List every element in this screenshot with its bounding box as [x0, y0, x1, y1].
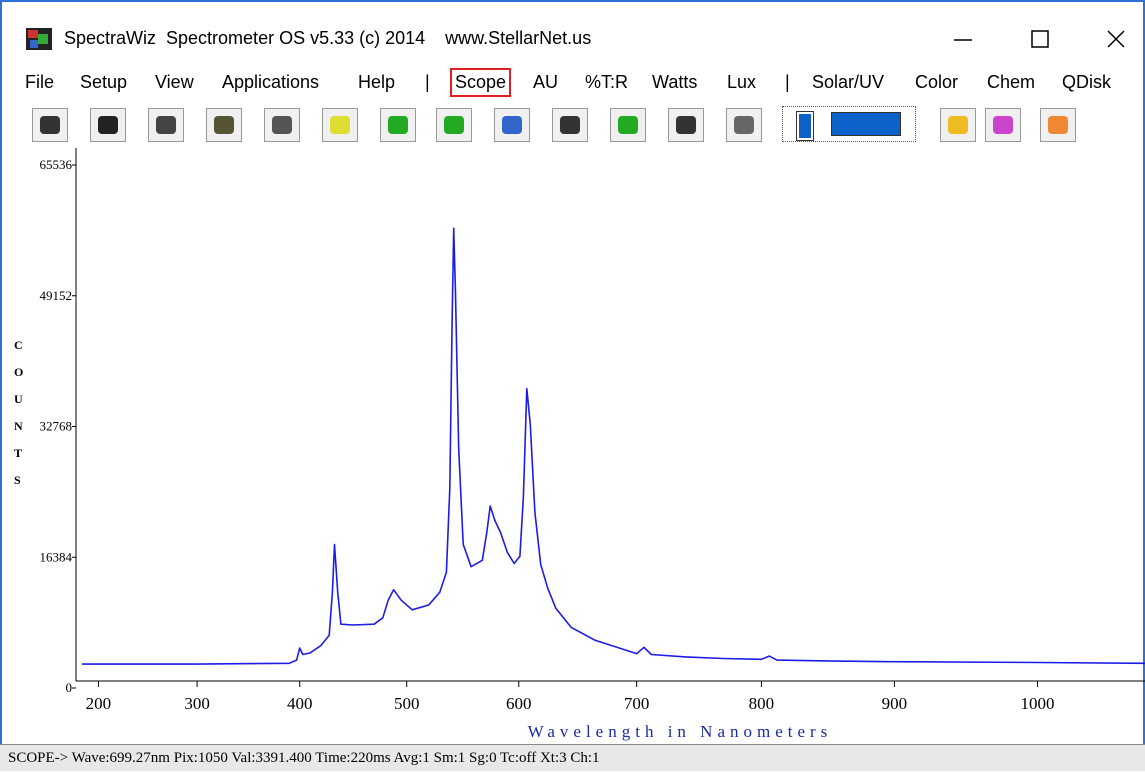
y-tick-label: 65536: [40, 157, 73, 172]
intensity-slider[interactable]: [782, 106, 916, 142]
x-tick-label: 600: [506, 694, 532, 713]
chart: 0 16384 32768 49152 65536 200 300 400 500 600 700 8…: [40, 148, 1145, 741]
y-axis-title: COUNTS: [14, 338, 24, 487]
menu-separator: |: [785, 72, 790, 92]
x-tick-label: 300: [184, 694, 210, 713]
x-tick-label: 500: [394, 694, 420, 713]
menu-item[interactable]: Color: [915, 72, 959, 92]
menu-item[interactable]: %T:R: [585, 72, 629, 92]
x-tick-label: 400: [287, 694, 313, 713]
menu-item[interactable]: QDisk: [1062, 72, 1111, 92]
toolbar-button[interactable]: [494, 108, 530, 142]
menu-item[interactable]: View: [155, 72, 194, 92]
x-tick-label: 700: [624, 694, 650, 713]
toolbar-button[interactable]: [264, 108, 300, 142]
menu-item[interactable]: Solar/UV: [812, 72, 885, 92]
toolbar-button[interactable]: [32, 108, 68, 142]
toolbar-button[interactable]: [610, 108, 646, 142]
toolbar-button[interactable]: [206, 108, 242, 142]
toolbar-button[interactable]: [322, 108, 358, 142]
window-controls[interactable]: [940, 24, 1140, 56]
app-icon: [26, 28, 52, 50]
toolbar-button[interactable]: [940, 108, 976, 142]
x-tick-label: 900: [882, 694, 908, 713]
toolbar-button[interactable]: [1040, 108, 1076, 142]
x-axis-title: Wavelength in Nanometers: [528, 722, 833, 741]
toolbar-button[interactable]: [668, 108, 704, 142]
menu-item[interactable]: AU: [533, 72, 559, 92]
toolbar-button[interactable]: [552, 108, 588, 142]
menu-item[interactable]: Chem: [987, 72, 1036, 92]
toolbar-button[interactable]: [380, 108, 416, 142]
toolbar-button[interactable]: [148, 108, 184, 142]
status-bar: SCOPE-> Wave:699.27nm Pix:1050 Val:3391.…: [0, 744, 1145, 771]
menu-item[interactable]: Setup: [80, 72, 128, 92]
window-title: SpectraWiz Spectrometer OS v5.33 (c) 201…: [64, 28, 592, 48]
menu-separator: |: [425, 72, 430, 92]
x-tick-label: 800: [749, 694, 775, 713]
toolbar-button[interactable]: [985, 108, 1021, 142]
menu-item[interactable]: Scope: [450, 68, 512, 97]
toolbar-button[interactable]: [90, 108, 126, 142]
menu-item[interactable]: Applications: [222, 72, 320, 92]
x-tick-label: 200: [86, 694, 112, 713]
toolbar-button[interactable]: [436, 108, 472, 142]
y-tick-label: 0: [66, 680, 73, 695]
spectrum-line: [82, 227, 1145, 665]
y-tick-label: 16384: [40, 549, 73, 564]
y-tick-label: 49152: [40, 288, 73, 303]
toolbar-button[interactable]: [726, 108, 762, 142]
menu-item[interactable]: Help: [358, 72, 396, 92]
menu-item[interactable]: File: [25, 72, 55, 92]
menu-item[interactable]: Lux: [727, 72, 757, 92]
y-tick-label: 32768: [40, 419, 73, 434]
menu-item[interactable]: Watts: [652, 72, 698, 92]
x-tick-label: 1000: [1020, 694, 1054, 713]
